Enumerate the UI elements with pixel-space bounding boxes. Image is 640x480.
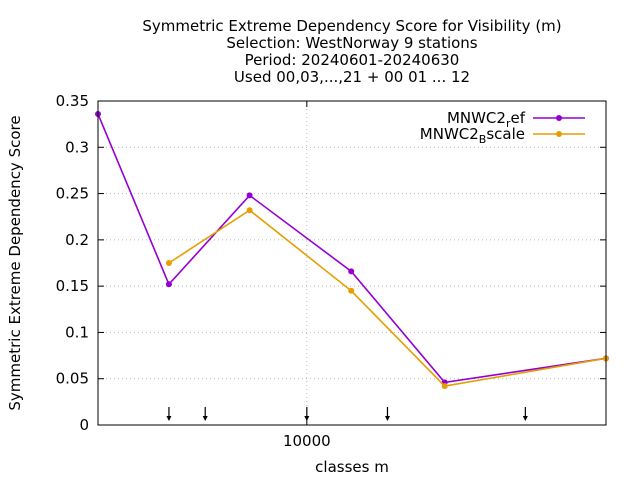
data-point-MNWC2_Bscale bbox=[441, 383, 448, 390]
plot-border bbox=[97, 100, 607, 426]
grid-lines bbox=[98, 101, 606, 425]
legend-marker-MNWC2_ref bbox=[556, 115, 562, 121]
class-marker-arrowhead bbox=[166, 416, 172, 421]
y-tick-label: 0.05 bbox=[56, 370, 89, 388]
x-axis-label: classes m bbox=[315, 458, 389, 476]
class-marker-arrowhead bbox=[202, 416, 208, 421]
title-line-1: Symmetric Extreme Dependency Score for V… bbox=[142, 17, 561, 35]
title-line-4: Used 00,03,...,21 + 00 01 ... 12 bbox=[234, 68, 470, 86]
data-point-MNWC2_Bscale bbox=[246, 207, 253, 214]
y-tick-label: 0.3 bbox=[65, 138, 89, 156]
y-tick-label: 0.2 bbox=[65, 231, 89, 249]
legend-label-MNWC2_Bscale: MNWC2Bscale bbox=[420, 125, 525, 146]
class-marker-arrows bbox=[166, 407, 528, 421]
y-axis-ticks: 0 0.05 0.1 0.15 0.2 0.25 0.3 0.35 bbox=[56, 92, 606, 434]
y-tick-label: 0.1 bbox=[65, 323, 89, 341]
series-line-MNWC2_ref bbox=[97, 113, 607, 384]
y-axis-label: Symmetric Extreme Dependency Score bbox=[6, 115, 24, 410]
series-lines bbox=[95, 110, 609, 390]
class-marker-arrowhead bbox=[384, 416, 390, 421]
class-marker-arrowhead bbox=[522, 416, 528, 421]
data-point-MNWC2_Bscale bbox=[165, 260, 172, 266]
y-tick-label: 0.25 bbox=[56, 185, 89, 203]
legend-marker-MNWC2_Bscale bbox=[556, 131, 562, 137]
title-line-2: Selection: WestNorway 9 stations bbox=[226, 34, 477, 52]
data-point-MNWC2_ref bbox=[348, 268, 355, 275]
y-tick-label: 0.35 bbox=[56, 92, 89, 110]
data-point-MNWC2_ref bbox=[165, 281, 172, 288]
series-line-MNWC2_Bscale bbox=[168, 209, 607, 387]
class-marker-arrowhead bbox=[304, 416, 310, 421]
legend-label-MNWC2_ref: MNWC2ref bbox=[447, 109, 526, 130]
title-line-3: Period: 20240601-20240630 bbox=[245, 51, 460, 69]
y-tick-label: 0.15 bbox=[56, 277, 89, 295]
data-point-MNWC2_Bscale bbox=[348, 287, 355, 294]
y-tick-label: 0 bbox=[79, 416, 89, 434]
chart-title: Symmetric Extreme Dependency Score for V… bbox=[142, 17, 561, 86]
data-point-MNWC2_ref bbox=[246, 192, 253, 199]
x-tick-label: 10000 bbox=[283, 432, 331, 450]
